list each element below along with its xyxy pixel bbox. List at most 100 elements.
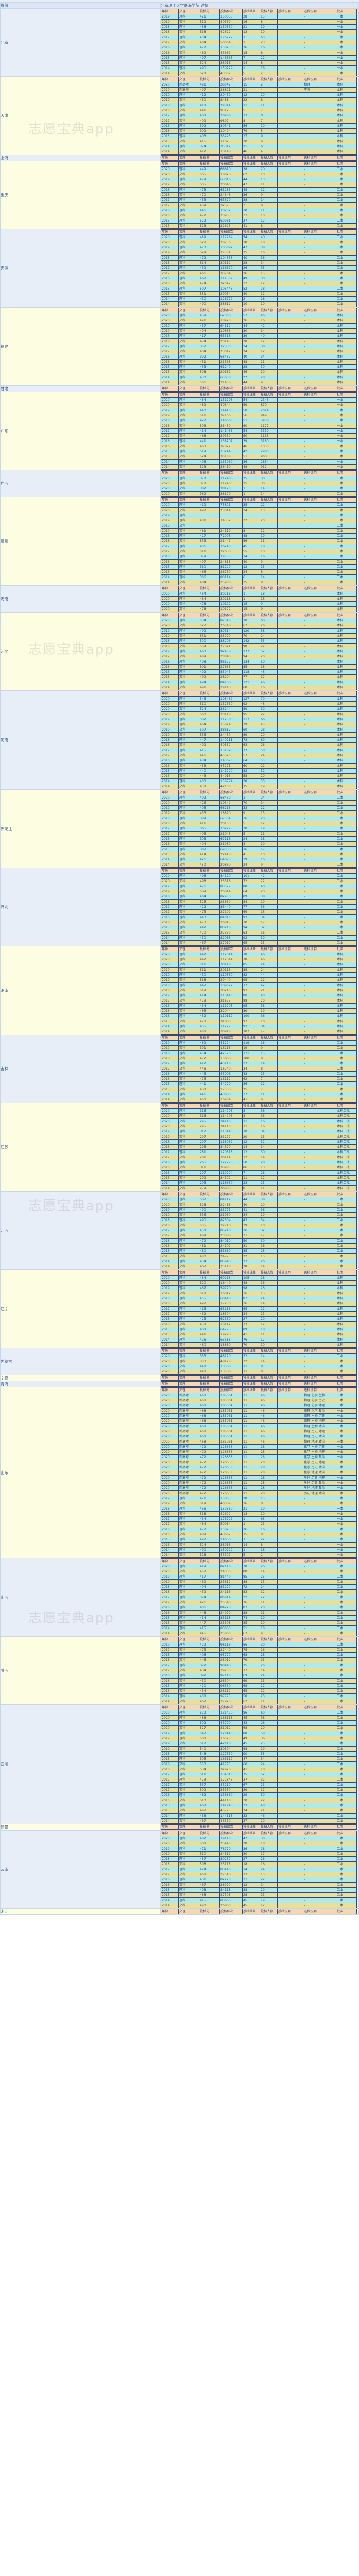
cell-note <box>277 1056 303 1061</box>
cell-note <box>277 873 303 879</box>
column-header: 投档位次 <box>219 868 243 874</box>
score-table: 年份 文理 投档分 投档位次 投档线差 投档人数 投档说明 选科说明 批次 2019 理科 429 96… <box>161 1637 357 1704</box>
cell-note <box>277 265 303 271</box>
cell-type: 文科 <box>178 831 199 837</box>
cell-year: 2017 <box>161 1066 179 1072</box>
table-row: 2017 文科 439 32575 3 8- 二本 <box>161 202 357 208</box>
cell-num: 9 <box>260 606 278 612</box>
table-row: 2018 理科 418 29314 11 11 本科 <box>161 103 357 108</box>
cell-note <box>277 1223 303 1228</box>
province-row: 青海 年份 文理 投档分 投档位次 投档线差 投档人数 投档说明 选科说明 批次 <box>0 1381 359 1387</box>
province-name[interactable]: 山东 <box>0 1387 161 1558</box>
cell-diff: 24 <box>242 862 260 868</box>
cell-score: 418 <box>199 103 220 108</box>
cell-rank: 72330 <box>219 344 243 349</box>
cell-type: 理科 <box>178 1584 199 1590</box>
province-name[interactable]: 辽宁 <box>0 1269 161 1348</box>
cell-batch: 二本 <box>336 1699 357 1704</box>
province-name[interactable]: 甘肃 <box>0 385 161 392</box>
province-name[interactable]: 湖北 <box>0 868 161 946</box>
province-name[interactable]: 云南 <box>0 1830 161 1909</box>
cell-note <box>277 1418 303 1424</box>
cell-subj: - <box>303 245 336 250</box>
province-row: 甘肃 年份 文理 投档分 投档位次 投档线差 投档人数 投档说明 选科说明 批次 <box>0 385 359 392</box>
cell-note <box>277 1610 303 1616</box>
cell-rank: 40552 <box>219 742 243 748</box>
province-score-cell: 年份 文理 投档分 投档位次 投档线差 投档人数 投档说明 选科说明 批次 2020 理科 464 30… <box>160 585 359 613</box>
province-name[interactable]: 上海 <box>0 155 161 161</box>
province-name[interactable]: 宁夏 <box>0 1375 161 1381</box>
school-title-cell[interactable]: 北京理工大学珠海学院 详情 <box>160 2 359 9</box>
province-name[interactable]: 陕西 <box>0 1636 161 1705</box>
cell-diff: 10 <box>242 1129 260 1134</box>
province-name[interactable]: 河南 <box>0 690 161 790</box>
cell-type: 理科 <box>178 1574 199 1580</box>
cell-batch: 一本 <box>336 45 357 50</box>
score-header-row: 年份 文理 投档分 投档位次 投档线差 投档人数 投档说明 选科说明 批次 <box>161 1103 357 1109</box>
province-name[interactable]: 江西 <box>0 1191 161 1270</box>
cell-num: 46 <box>260 1429 278 1434</box>
cell-year: 2020 <box>161 1202 179 1208</box>
cell-rank: 36880 <box>219 1185 243 1191</box>
province-name[interactable]: 安徽 <box>0 229 161 308</box>
province-name[interactable]: 四川 <box>0 1704 161 1824</box>
cell-note <box>277 638 303 644</box>
cell-num: 35 <box>260 265 278 271</box>
province-name[interactable]: 海南 <box>0 585 161 613</box>
cell-note <box>277 323 303 329</box>
column-header: 选科说明 <box>303 229 336 235</box>
table-row: 2017 理科 511 134018 75 52- 二本 <box>161 1772 357 1777</box>
cell-type: 文科 <box>178 1185 199 1191</box>
table-row: 2020 理科 464 60218 105 28- 本科 <box>161 1275 357 1281</box>
column-header: 年份 <box>161 1192 179 1197</box>
column-header: 年份 <box>161 613 179 618</box>
column-header: 年份 <box>161 392 179 398</box>
province-name[interactable]: 浙江 <box>0 1908 161 1915</box>
cell-diff: 86 <box>242 1710 260 1716</box>
cell-subj: - <box>303 507 336 513</box>
province-name[interactable]: 北京 <box>0 8 161 77</box>
cell-subj: - <box>303 1264 336 1269</box>
cell-score: 295 <box>199 1180 220 1186</box>
cell-batch: 二本 <box>336 1887 357 1893</box>
cell-diff: 1 <box>242 1516 260 1522</box>
province-name[interactable]: 湖南 <box>0 946 161 1035</box>
province-name[interactable]: 江苏 <box>0 1103 161 1192</box>
cell-batch: 本科 <box>336 1316 357 1322</box>
province-name[interactable]: 重庆 <box>0 161 161 229</box>
cell-batch: 二本 <box>336 1731 357 1736</box>
cell-num: 11 <box>260 538 278 544</box>
province-row: 江西 年份 文理 投档分 投档位次 投档线差 投档人数 投档说明 选科说明 批次 2020 理科 507… <box>0 1191 359 1270</box>
cell-score: 489 <box>199 234 220 240</box>
province-name[interactable]: 河北 <box>0 612 161 691</box>
cell-score: 471 <box>199 1846 220 1852</box>
province-name[interactable]: 天津 <box>0 76 161 155</box>
province-name[interactable]: 贵州 <box>0 497 161 586</box>
province-name[interactable]: 福建 <box>0 307 161 386</box>
cell-year: 2019 <box>161 1040 179 1046</box>
province-name[interactable]: 黑龙江 <box>0 789 161 868</box>
cell-type: 新高考 <box>178 1465 199 1470</box>
cell-score: 466 <box>199 569 220 575</box>
province-name[interactable]: 新疆 <box>0 1824 161 1831</box>
column-header: 投档人数 <box>260 1387 278 1393</box>
province-name[interactable]: 广西 <box>0 470 161 497</box>
province-name[interactable]: 山西 <box>0 1558 161 1637</box>
cell-note <box>277 1124 303 1129</box>
cell-type: 新高考 <box>178 1408 199 1414</box>
cell-score: 464 <box>199 397 220 403</box>
province-name[interactable]: 吉林 <box>0 1035 161 1103</box>
cell-year: 2019 <box>161 97 179 103</box>
province-name[interactable]: 内蒙古 <box>0 1348 161 1375</box>
cell-rank: 80114 <box>219 574 243 580</box>
score-header-row: 年份 文理 投档分 投档位次 投档线差 投档人数 投档说明 选科说明 批次 <box>161 613 357 618</box>
cell-note <box>277 810 303 816</box>
cell-batch: 一本 <box>336 35 357 40</box>
cell-year: 2016 <box>161 763 179 769</box>
province-name[interactable]: 青海 <box>0 1381 161 1387</box>
cell-subj: - <box>303 580 336 585</box>
cell-diff: 134 <box>242 659 260 665</box>
cell-rank: 23388 <box>219 1233 243 1239</box>
province-name[interactable]: 广东 <box>0 392 161 470</box>
cell-score: 497 <box>199 1808 220 1814</box>
